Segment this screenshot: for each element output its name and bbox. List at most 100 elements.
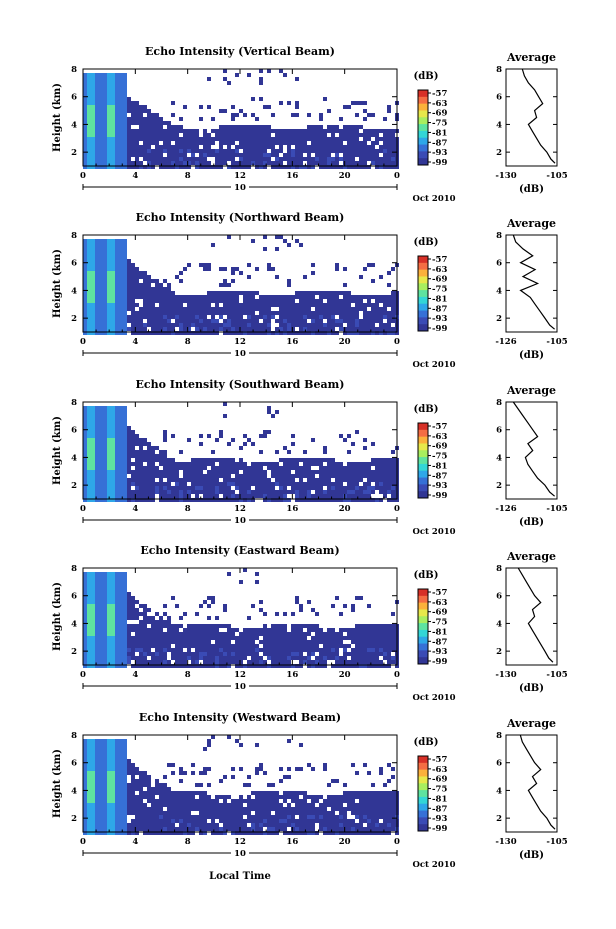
heatmap-cell <box>91 807 95 811</box>
heatmap-cell <box>127 141 131 145</box>
heatmap-cell <box>355 652 359 656</box>
heatmap-cell <box>175 275 179 279</box>
heatmap-cell <box>135 600 139 604</box>
heatmap-cell <box>203 624 207 628</box>
heatmap-cell <box>95 426 99 430</box>
heatmap-cell <box>255 494 259 498</box>
heatmap-cell <box>131 498 135 502</box>
heatmap-cell <box>151 791 155 795</box>
heatmap-cell <box>335 596 339 600</box>
heatmap-cell <box>91 652 95 656</box>
heatmap-cell <box>103 243 107 247</box>
heatmap-cell <box>111 311 115 315</box>
heatmap-cell <box>95 109 99 113</box>
heatmap-cell <box>211 656 215 660</box>
heatmap-cell <box>127 470 131 474</box>
heatmap-cell <box>263 311 267 315</box>
heatmap-cell <box>143 486 147 490</box>
heatmap-cell <box>179 327 183 331</box>
heatmap-cell <box>91 644 95 648</box>
heatmap-cell <box>115 319 119 323</box>
heatmap-cell <box>351 133 355 137</box>
heatmap-cell <box>359 323 363 327</box>
heatmap-cell <box>363 644 367 648</box>
heatmap-cell <box>239 157 243 161</box>
heatmap-cell <box>143 490 147 494</box>
heatmap-cell <box>215 331 219 335</box>
heatmap-cell <box>107 406 111 410</box>
heatmap-cell <box>123 323 127 327</box>
heatmap-cell <box>151 803 155 807</box>
heatmap-cell <box>139 466 143 470</box>
heatmap-cell <box>227 660 231 664</box>
heatmap-cell <box>199 470 203 474</box>
heatmap-cell <box>119 117 123 121</box>
heatmap-cell <box>175 299 179 303</box>
heatmap-cell <box>91 771 95 775</box>
heatmap-cell <box>371 640 375 644</box>
heatmap-cell <box>247 644 251 648</box>
heatmap-cell <box>107 263 111 267</box>
heatmap-cell <box>123 783 127 787</box>
heatmap-cell <box>155 331 159 335</box>
heatmap-cell <box>375 149 379 153</box>
heatmap-cell <box>83 434 87 438</box>
colorbar-segment <box>418 457 428 465</box>
heatmap-cell <box>99 454 103 458</box>
heatmap-cell <box>363 307 367 311</box>
heatmap-cell <box>127 279 131 283</box>
heatmap-cell <box>387 319 391 323</box>
heatmap-cell <box>103 763 107 767</box>
heatmap-cell <box>103 133 107 137</box>
heatmap-cell <box>287 656 291 660</box>
heatmap-cell <box>119 799 123 803</box>
heatmap-cell <box>123 303 127 307</box>
heatmap-cell <box>91 763 95 767</box>
heatmap-cell <box>291 165 295 169</box>
heatmap-cell <box>83 572 87 576</box>
heatmap-cell <box>131 775 135 779</box>
heatmap-cell <box>87 291 91 295</box>
heatmap-cell <box>319 145 323 149</box>
heatmap-cell <box>163 775 167 779</box>
heatmap-cell <box>143 454 147 458</box>
heatmap-cell <box>355 307 359 311</box>
heatmap-cell <box>227 331 231 335</box>
heatmap-cell <box>303 462 307 466</box>
colorbar-segment <box>418 96 428 105</box>
heatmap-cell <box>379 466 383 470</box>
heatmap-cell <box>143 283 147 287</box>
heatmap-cell <box>135 161 139 165</box>
heatmap-cell <box>175 819 179 823</box>
heatmap-cell <box>347 474 351 478</box>
heatmap-cell <box>155 133 159 137</box>
heatmap-cell <box>87 287 91 291</box>
heatmap-cell <box>131 145 135 149</box>
heatmap-cell <box>159 331 163 335</box>
heatmap-cell <box>95 795 99 799</box>
heatmap-cell <box>151 478 155 482</box>
heatmap-cell <box>119 414 123 418</box>
heatmap-cell <box>271 474 275 478</box>
heatmap-cell <box>347 145 351 149</box>
heatmap-cell <box>91 422 95 426</box>
heatmap-cell <box>263 133 267 137</box>
heatmap-cell <box>351 165 355 169</box>
heatmap-cell <box>223 462 227 466</box>
heatmap-cell <box>219 664 223 668</box>
heatmap-cell <box>351 315 355 319</box>
heatmap-cell <box>379 652 383 656</box>
heatmap-cell <box>119 450 123 454</box>
heatmap-cell <box>83 113 87 117</box>
heatmap-cell <box>175 490 179 494</box>
heatmap-cell <box>135 807 139 811</box>
heatmap-cell <box>139 307 143 311</box>
heatmap-cell <box>115 795 119 799</box>
heatmap-cell <box>115 470 119 474</box>
heatmap-cell <box>111 307 115 311</box>
heatmap-cell <box>391 458 395 462</box>
heatmap-cell <box>259 145 263 149</box>
heatmap-cell <box>143 811 147 815</box>
heatmap-cell <box>215 490 219 494</box>
heatmap-cell <box>355 660 359 664</box>
